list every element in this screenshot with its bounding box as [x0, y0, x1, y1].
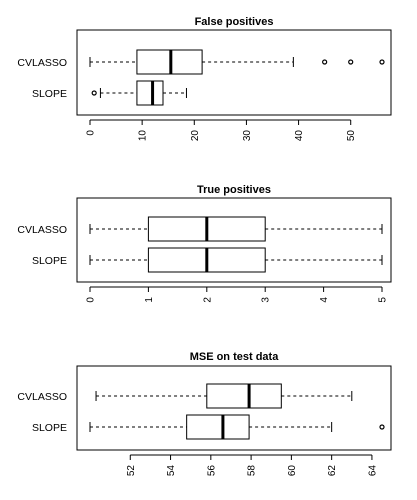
x-tick-label: 64 [367, 465, 378, 477]
box-cvlasso: CVLASSO [17, 384, 351, 408]
chart-title: True positives [197, 184, 271, 196]
x-tick-label: 50 [346, 130, 357, 142]
plot-frame [77, 30, 391, 115]
x-tick-label: 0 [86, 130, 97, 136]
x-tick-label: 2 [202, 297, 213, 303]
outlier-point [380, 425, 384, 429]
x-tick-label: 10 [138, 130, 149, 142]
category-label: SLOPE [32, 422, 67, 434]
outlier-point [349, 60, 353, 64]
x-tick-label: 30 [242, 130, 253, 142]
iqr-box [187, 415, 249, 439]
x-tick-label: 0 [86, 297, 97, 303]
box-slope: SLOPE [32, 415, 384, 439]
panel-0: False positives CVLASSO SLOPE 0 10 20 30 40 50 [17, 16, 391, 141]
outlier-point [380, 60, 384, 64]
category-label: SLOPE [32, 88, 67, 100]
x-tick-label: 62 [327, 465, 338, 477]
box-cvlasso: CVLASSO [17, 217, 382, 241]
panel-2: MSE on test data CVLASSO SLOPE 52 54 56 58 60 62… [17, 351, 391, 476]
iqr-box [137, 81, 163, 105]
category-label: SLOPE [32, 255, 67, 267]
x-tick-label: 1 [144, 297, 155, 303]
x-tick-label: 52 [126, 465, 137, 477]
box-slope: SLOPE [32, 81, 186, 105]
outlier-point [323, 60, 327, 64]
x-tick-label: 20 [190, 130, 201, 142]
x-tick-label: 4 [319, 297, 330, 303]
x-tick-label: 58 [247, 465, 258, 477]
outlier-point [92, 91, 96, 95]
box-slope: SLOPE [32, 248, 382, 272]
category-label: CVLASSO [17, 57, 67, 69]
box-cvlasso: CVLASSO [17, 50, 384, 74]
chart-title: MSE on test data [190, 351, 280, 363]
iqr-box [207, 384, 282, 408]
x-tick-label: 54 [166, 465, 177, 477]
x-tick-label: 40 [294, 130, 305, 142]
x-tick-label: 5 [378, 297, 389, 303]
category-label: CVLASSO [17, 224, 67, 236]
chart-title: False positives [195, 16, 274, 28]
category-label: CVLASSO [17, 391, 67, 403]
x-tick-label: 56 [206, 465, 217, 477]
x-tick-label: 60 [287, 465, 298, 477]
x-tick-label: 3 [261, 297, 272, 303]
panel-1: True positives CVLASSO SLOPE 0 1 2 3 4 5 [17, 184, 391, 303]
